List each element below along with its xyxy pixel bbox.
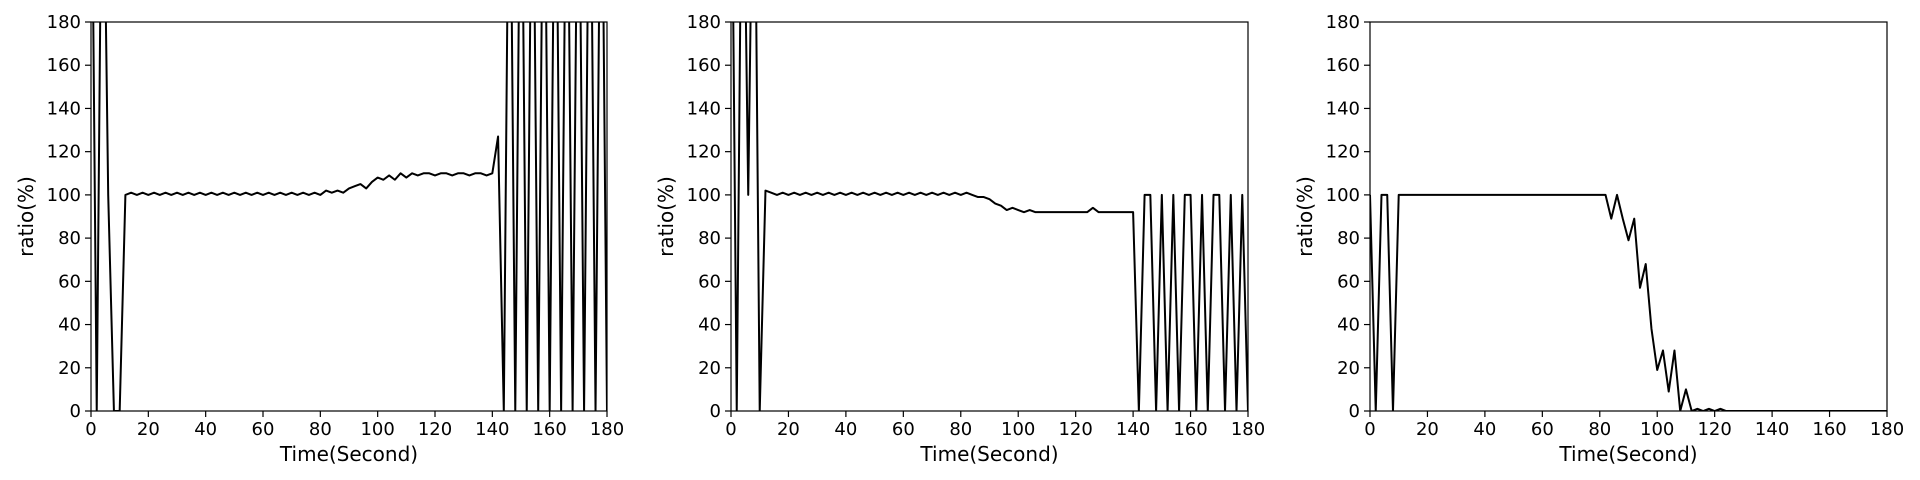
y-tick-label: 20	[698, 358, 721, 379]
x-tick-label: 60	[252, 419, 275, 440]
x-axis-label: Time(Second)	[279, 442, 418, 466]
y-tick-label: 0	[710, 401, 721, 422]
x-tick-label: 20	[137, 419, 160, 440]
y-tick-label: 180	[687, 12, 721, 33]
x-tick-label: 20	[1416, 419, 1439, 440]
y-tick-label: 40	[1337, 315, 1360, 336]
y-tick-label: 140	[47, 98, 81, 119]
y-axis-label: ratio(%)	[1293, 176, 1317, 257]
y-tick-label: 100	[687, 185, 721, 206]
y-tick-label: 20	[58, 358, 81, 379]
x-tick-label: 0	[85, 419, 96, 440]
x-tick-label: 140	[475, 419, 509, 440]
y-tick-label: 120	[1326, 142, 1360, 163]
y-tick-label: 40	[58, 315, 81, 336]
y-axis-label: ratio(%)	[654, 176, 678, 257]
x-tick-label: 100	[360, 419, 394, 440]
x-tick-label: 20	[777, 419, 800, 440]
y-tick-label: 180	[1326, 12, 1360, 33]
plot-frame	[1369, 21, 1888, 412]
x-tick-label: 100	[1001, 419, 1035, 440]
y-tick-label: 80	[58, 228, 81, 249]
y-tick-label: 40	[698, 315, 721, 336]
x-tick-label: 180	[1870, 419, 1904, 440]
y-tick-label: 60	[698, 271, 721, 292]
y-tick-label: 120	[47, 142, 81, 163]
series-line	[92, 22, 607, 411]
y-tick-label: 60	[1337, 271, 1360, 292]
y-tick-label: 100	[1326, 185, 1360, 206]
panel: 0 20 40 60 80 100 120 140 160 180 0 20 40 60 80 100 120 1…	[654, 12, 1265, 466]
y-tick-label: 140	[1326, 98, 1360, 119]
y-tick-label: 80	[698, 228, 721, 249]
x-tick-label: 120	[1058, 419, 1092, 440]
y-tick-label: 160	[47, 55, 81, 76]
x-tick-label: 80	[1588, 419, 1611, 440]
x-tick-label: 0	[1364, 419, 1375, 440]
x-axis-label: Time(Second)	[1558, 442, 1697, 466]
x-tick-label: 60	[892, 419, 915, 440]
x-tick-label: 60	[1531, 419, 1554, 440]
y-tick-label: 180	[47, 12, 81, 33]
y-tick-label: 120	[687, 142, 721, 163]
y-tick-label: 0	[1349, 401, 1360, 422]
x-tick-label: 40	[1473, 419, 1496, 440]
x-tick-label: 180	[590, 419, 624, 440]
x-tick-label: 140	[1755, 419, 1789, 440]
x-tick-label: 40	[194, 419, 217, 440]
plot-frame	[730, 21, 1249, 412]
x-tick-label: 80	[309, 419, 332, 440]
x-tick-label: 140	[1116, 419, 1150, 440]
y-tick-label: 60	[58, 271, 81, 292]
x-tick-label: 100	[1640, 419, 1674, 440]
y-tick-label: 160	[687, 55, 721, 76]
x-tick-label: 120	[418, 419, 452, 440]
x-axis-label: Time(Second)	[919, 442, 1058, 466]
y-tick-label: 140	[687, 98, 721, 119]
y-tick-label: 160	[1326, 55, 1360, 76]
y-tick-label: 80	[1337, 228, 1360, 249]
y-tick-label: 100	[47, 185, 81, 206]
plot-frame	[90, 21, 608, 412]
series-line	[732, 22, 1248, 411]
panel: 0 20 40 60 80 100 120 140 160 180 0 20 40 60 80 100 120 1…	[1293, 12, 1904, 466]
y-tick-label: 20	[1337, 358, 1360, 379]
series-line	[1370, 193, 1887, 411]
x-tick-label: 180	[1231, 419, 1265, 440]
y-axis-label: ratio(%)	[14, 176, 38, 257]
x-tick-label: 80	[949, 419, 972, 440]
x-tick-label: 160	[1173, 419, 1207, 440]
x-tick-label: 120	[1697, 419, 1731, 440]
y-tick-label: 0	[70, 401, 81, 422]
x-tick-label: 160	[532, 419, 566, 440]
x-tick-label: 160	[1812, 419, 1846, 440]
panel: 0 20 40 60 80 100 120 140 160 180 0 20 40 60 80 100 120 1…	[14, 12, 624, 466]
x-tick-label: 40	[834, 419, 857, 440]
x-tick-label: 0	[725, 419, 736, 440]
